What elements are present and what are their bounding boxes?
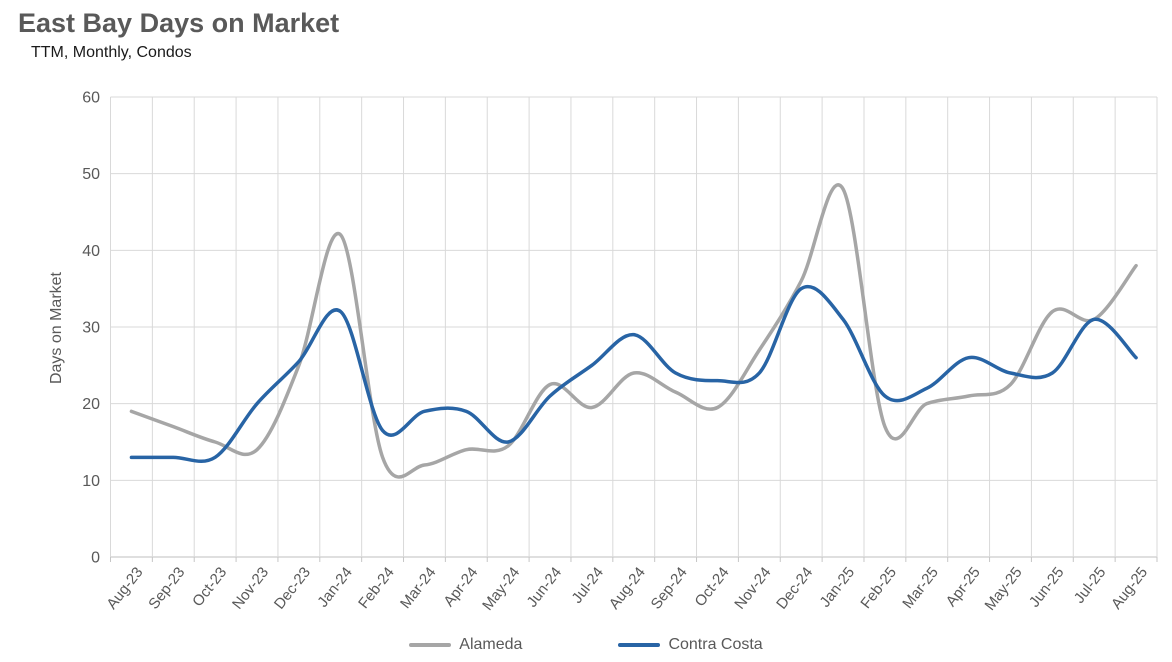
y-tick-label: 0 [91, 550, 100, 567]
x-tick-label: Oct-23 [189, 564, 230, 610]
x-tick-label: Jul-25 [1071, 564, 1110, 607]
x-tick-label: Jul-24 [568, 564, 607, 607]
x-tick-label: May-24 [479, 564, 523, 614]
x-tick-label: Jun-25 [1026, 564, 1068, 611]
chart-legend: Alameda Contra Costa [0, 636, 1172, 654]
x-tick-label: Jun-24 [524, 564, 566, 611]
x-tick-label: Mar-24 [397, 564, 440, 612]
series-line-contra-costa [129, 285, 1138, 464]
legend-item-alameda[interactable]: Alameda [409, 636, 522, 654]
x-tick-label: Sep-23 [145, 564, 188, 613]
series-line-alameda [129, 183, 1138, 479]
x-tick-label: Feb-25 [857, 564, 900, 612]
y-tick-label: 60 [82, 90, 100, 107]
x-tick-label: Apr-24 [440, 564, 481, 610]
legend-label: Alameda [459, 636, 523, 653]
x-tick-label: Sep-24 [648, 564, 691, 613]
chart-title: East Bay Days on Market [18, 8, 340, 38]
x-tick-label: Mar-25 [899, 564, 942, 612]
contra-costa-line-swatch [618, 643, 661, 647]
x-tick-label: Nov-24 [731, 564, 774, 613]
y-tick-label: 10 [82, 473, 100, 490]
x-tick-label: Dec-24 [773, 564, 816, 613]
y-tick-label: 50 [82, 166, 100, 183]
x-tick-label: Jan-25 [817, 564, 859, 611]
alameda-line-swatch [409, 643, 452, 647]
y-tick-label: 40 [82, 243, 100, 260]
x-tick-label: Feb-24 [355, 564, 398, 612]
legend-item-contra-costa[interactable]: Contra Costa [618, 636, 763, 654]
x-tick-label: Aug-24 [606, 564, 649, 613]
chart-subtitle: TTM, Monthly, Condos [31, 44, 192, 61]
x-tick-label: Jan-24 [314, 564, 356, 611]
y-tick-label: 20 [82, 396, 100, 413]
x-tick-label: Aug-23 [103, 564, 146, 613]
x-tick-label: Dec-23 [271, 564, 314, 613]
x-tick-label: Apr-25 [943, 564, 984, 610]
x-tick-label: Aug-25 [1108, 564, 1151, 613]
legend-label: Contra Costa [668, 636, 763, 653]
x-tick-label: May-25 [981, 564, 1025, 614]
x-tick-label: Nov-23 [229, 564, 272, 613]
x-tick-label: Oct-24 [692, 564, 733, 610]
y-tick-label: 30 [82, 320, 100, 337]
